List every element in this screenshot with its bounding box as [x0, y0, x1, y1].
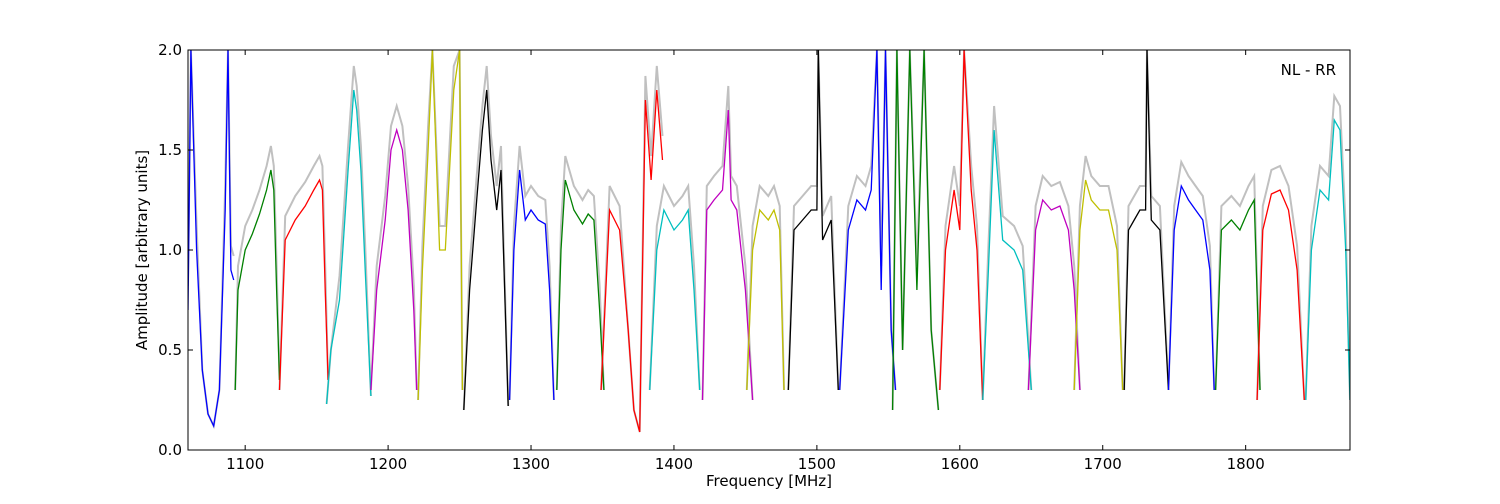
background-trace-24	[1256, 164, 1306, 401]
series-line-19	[1027, 198, 1081, 391]
x-tick-label: 1800	[1227, 455, 1265, 473]
x-tick-label: 1400	[655, 455, 693, 473]
background-trace-layer	[188, 50, 1350, 433]
series-line-24	[1256, 189, 1305, 401]
background-trace-17	[938, 50, 984, 401]
background-trace-7	[462, 65, 510, 411]
x-tick-label: 1100	[226, 455, 264, 473]
x-tick-label: 1500	[798, 455, 836, 473]
x-axis: 1100 1200 1300 1400 1500 1600 1700 1800	[226, 50, 1265, 473]
series-line-18	[982, 129, 1032, 401]
x-tick-label: 1700	[1084, 455, 1122, 473]
plot-frame	[187, 49, 1351, 451]
x-tick-label: 1600	[941, 455, 979, 473]
x-axis-label: Frequency [MHz]	[706, 472, 832, 490]
y-axis-label: Amplitude [arbitrary units]	[133, 150, 151, 350]
background-trace-8	[508, 145, 555, 401]
x-tick-label: 1300	[512, 455, 550, 473]
series-line-5	[370, 127, 418, 391]
y-tick-label: 2.0	[158, 41, 182, 59]
series-line-13	[746, 208, 785, 391]
chart-annotation: NL - RR	[1281, 61, 1336, 79]
series-line-2	[234, 169, 281, 391]
series-line-22	[1167, 183, 1215, 391]
series-line-23	[1214, 197, 1261, 391]
background-trace-12	[701, 85, 754, 401]
background-trace-11	[648, 182, 701, 391]
series-line-3	[278, 178, 329, 391]
background-trace-18	[981, 105, 1033, 401]
y-tick-label: 1.5	[158, 141, 182, 159]
series-line-11	[649, 207, 701, 391]
background-trace-13	[745, 183, 785, 391]
background-trace-3	[278, 153, 330, 391]
x-tick-label: 1200	[369, 455, 407, 473]
y-tick-label: 0.0	[158, 441, 182, 459]
y-axis: 0.0 0.5 1.0 1.5 2.0	[158, 41, 1350, 459]
series-line-12	[701, 109, 754, 401]
series-line-9	[556, 179, 605, 391]
y-tick-label: 1.0	[158, 241, 182, 259]
series-line-14	[787, 50, 839, 391]
background-trace-22	[1167, 158, 1216, 391]
background-trace-9	[555, 155, 605, 391]
series-line-4	[325, 89, 372, 405]
series-line-10	[600, 89, 664, 433]
series-line-1	[188, 50, 235, 429]
series-line-20	[1073, 179, 1124, 391]
series-line-25	[1305, 117, 1350, 401]
series-line-8	[508, 169, 555, 401]
background-trace-6	[417, 50, 464, 401]
background-trace-23	[1214, 172, 1261, 391]
series-line-16	[891, 50, 940, 411]
series-line-15	[839, 50, 897, 391]
background-trace-20	[1073, 155, 1124, 391]
series-layer	[188, 50, 1350, 433]
background-trace-2	[234, 145, 281, 391]
series-line-6	[417, 50, 464, 401]
y-tick-label: 0.5	[158, 341, 182, 359]
series-line-7	[463, 89, 509, 411]
background-trace-25	[1304, 92, 1350, 401]
background-trace-19	[1027, 173, 1081, 391]
background-trace-5	[369, 102, 418, 391]
background-trace-4	[325, 65, 372, 405]
series-line-17	[939, 50, 984, 401]
series-line-21	[1123, 50, 1170, 391]
